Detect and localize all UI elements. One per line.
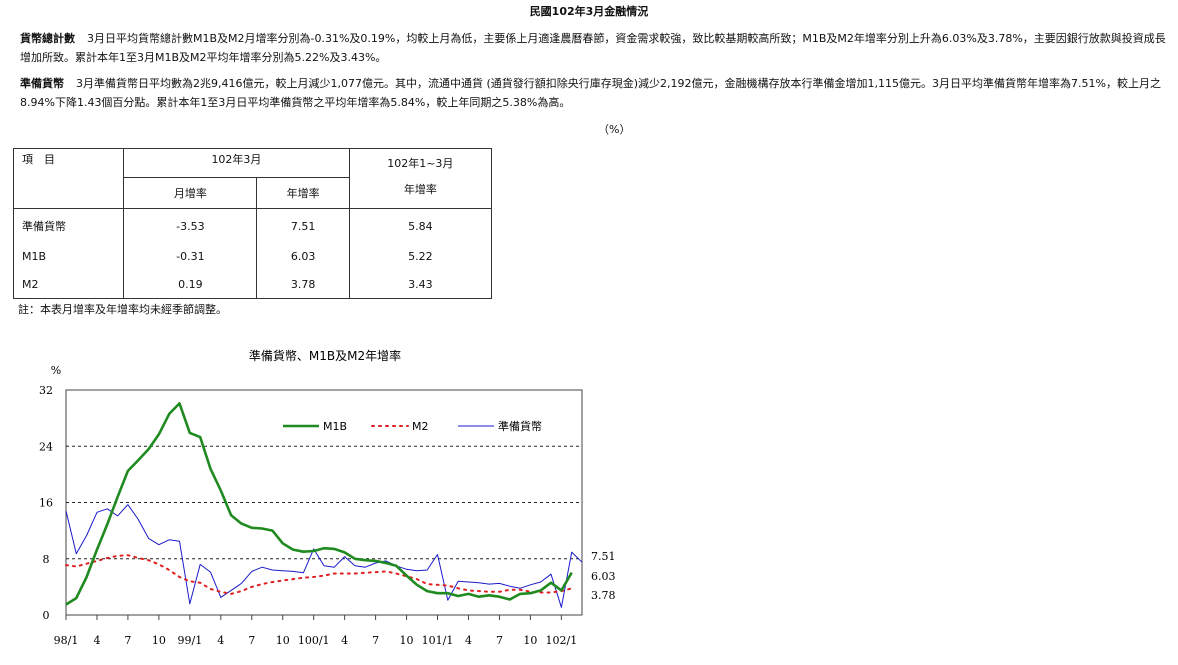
paragraph-body: 3月準備貨幣日平均數為2兆9,416億元，較上月減少1,077億元。其中，流通中… [20,77,1161,109]
rates-table: 項 目 102年3月 102年1~3月 年增率 月增率 年增率 準備貨幣 -3.… [12,148,493,300]
row-item: 準備貨幣 [12,208,125,244]
legend: M1B M2 準備貨幣 [283,419,542,433]
y-tick-label: 32 [39,384,53,397]
x-tick-label: 100/1 [298,634,330,647]
header-item: 項 目 [12,148,125,209]
x-tick-label: 4 [93,634,100,647]
x-tick-label: 7 [248,634,255,647]
row-cum: 5.22 [348,243,493,271]
x-tick-label: 7 [496,634,503,647]
row-annual: 6.03 [256,243,350,271]
legend-label: M2 [412,420,429,433]
header-group-jan-mar: 102年1~3月 年增率 [348,148,493,209]
header-group-jan-mar-label: 102年1~3月 [387,157,454,170]
page-title: 民國102年3月金融情況 [529,5,649,18]
x-tick-label: 10 [276,634,290,647]
x-tick-label: 4 [341,634,348,647]
x-tick-label: 102/1 [546,634,578,647]
legend-label: M1B [323,420,347,433]
paragraph-head: 貨幣總計數 [20,32,75,45]
y-tick-labels: 0 8 16 24 32 [39,384,53,622]
chart-title: 準備貨幣、M1B及M2年增率 [249,348,401,363]
row-monthly: -3.53 [123,208,258,244]
end-value-label: 6.03 [591,570,616,583]
header-monthly-rate: 月增率 [123,177,258,209]
x-tick-labels: 98/1 4 7 10 99/1 4 7 10 100/1 4 7 10 101/1 4 7 10 102/1 [54,615,578,647]
growth-rate-chart: 準備貨幣、M1B及M2年增率 % 0 8 16 24 32 98/1 4 7 10 99/1 4 7… [39,348,616,647]
paragraph-body: 3月日平均貨幣總計數M1B及M2月增率分別為-0.31%及0.19%，均較上月為… [20,32,1166,64]
row-item: M2 [12,270,125,300]
y-tick-label: 0 [43,609,50,622]
end-labels: 7.51 6.03 3.78 [591,550,616,602]
table-row: M2 0.19 3.78 3.43 [12,270,493,300]
end-value-label: 3.78 [591,589,616,602]
y-tick-label: 16 [39,497,53,510]
table-note: 註：本表月增率及年增率均未經季節調整。 [18,303,227,316]
paragraph-money-aggregates: 貨幣總計數 3月日平均貨幣總計數M1B及M2月增率分別為-0.31%及0.19%，… [20,29,1170,67]
row-cum: 3.43 [348,270,493,300]
end-value-label: 7.51 [591,550,616,563]
legend-label: 準備貨幣 [498,419,542,433]
paragraph-reserve-money: 準備貨幣 3月準備貨幣日平均數為2兆9,416億元，較上月減少1,077億元。其中… [20,74,1170,112]
header-group-march: 102年3月 [123,148,350,178]
row-annual: 7.51 [256,208,350,244]
x-tick-label: 98/1 [54,634,79,647]
series-line-m2 [65,554,573,595]
x-tick-label: 10 [523,634,537,647]
header-annual-rate-cum: 年增率 [403,183,437,196]
x-tick-label: 10 [152,634,166,647]
y-tick-label: 24 [39,440,53,453]
y-axis-unit: % [51,364,61,377]
x-tick-label: 101/1 [422,634,454,647]
series-layer [65,402,583,608]
header-annual-rate: 年增率 [256,177,350,209]
row-item: M1B [12,243,125,271]
paragraph-head: 準備貨幣 [20,77,64,90]
x-tick-label: 4 [217,634,224,647]
x-tick-label: 10 [400,634,414,647]
y-tick-label: 8 [43,553,50,566]
row-monthly: 0.19 [123,270,258,300]
table-row: M1B -0.31 6.03 5.22 [12,243,493,271]
row-annual: 3.78 [256,270,350,300]
unit-label: （%） [598,123,631,136]
x-tick-label: 7 [124,634,131,647]
series-line-m1b [65,402,573,606]
row-cum: 5.84 [348,208,493,244]
x-tick-label: 7 [372,634,379,647]
series-line-reserve-money [65,504,583,608]
table-row: 準備貨幣 -3.53 7.51 5.84 [12,208,493,244]
row-monthly: -0.31 [123,243,258,271]
x-tick-label: 99/1 [177,634,202,647]
x-tick-label: 4 [465,634,472,647]
